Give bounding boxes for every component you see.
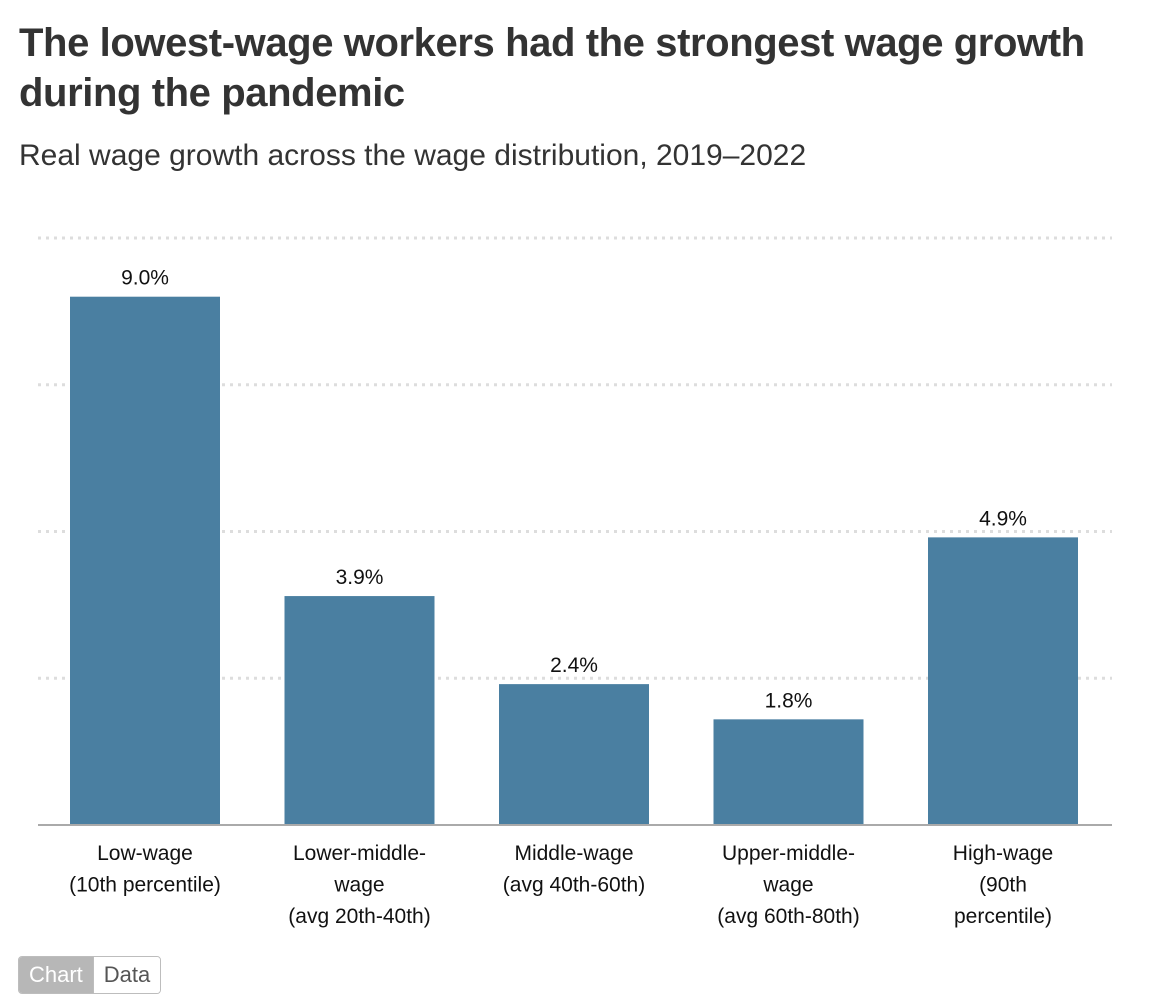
chart-title: The lowest-wage workers had the stronges… xyxy=(19,21,1085,115)
bar xyxy=(499,684,649,825)
x-tick-label: Low-wage (10th percentile) xyxy=(69,842,221,897)
data-label: 1.8% xyxy=(765,689,813,712)
x-tick-label: Upper-middle-wage (avg 60th-80th) xyxy=(717,842,859,928)
bar xyxy=(70,296,220,825)
bars xyxy=(70,296,1078,825)
data-view-button[interactable]: Data xyxy=(92,957,161,993)
data-label: 9.0% xyxy=(121,267,169,290)
view-toggle: Chart Data xyxy=(18,956,162,994)
data-label: 2.4% xyxy=(550,654,598,677)
chart-subtitle: Real wage growth across the wage distrib… xyxy=(19,139,807,172)
x-axis-ticks: Low-wage (10th percentile) Lower-middle-wa… xyxy=(69,842,1053,928)
bar xyxy=(284,596,435,825)
bar xyxy=(713,719,864,825)
x-tick-label: Middle-wage (avg 40th-60th) xyxy=(503,842,645,897)
x-tick-label: High-wage (90th percentile) xyxy=(953,842,1053,928)
data-label: 3.9% xyxy=(336,566,384,589)
bar xyxy=(928,537,1078,825)
chart-view-button[interactable]: Chart xyxy=(19,957,93,993)
x-tick-label: Lower-middle-wage (avg 20th-40th) xyxy=(288,842,430,928)
data-label: 4.9% xyxy=(979,507,1027,530)
data-labels: 9.0% 3.9% 2.4% 1.8% 4.9% xyxy=(121,267,1027,713)
